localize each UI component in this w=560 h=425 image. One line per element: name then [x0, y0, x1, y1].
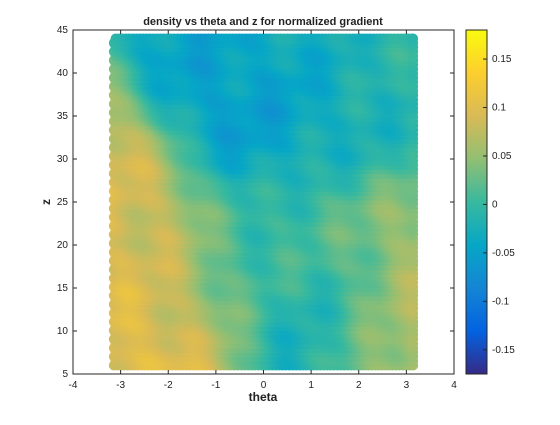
chart-title: density vs theta and z for normalized gr… — [143, 16, 383, 28]
scatter-points — [109, 34, 418, 371]
